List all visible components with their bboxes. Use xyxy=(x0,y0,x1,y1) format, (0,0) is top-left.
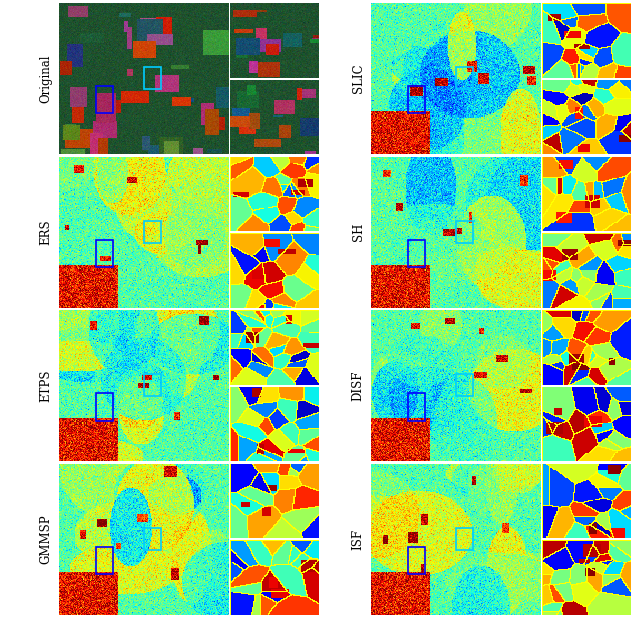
Text: GMMSP: GMMSP xyxy=(40,515,52,564)
Text: Original: Original xyxy=(40,54,52,103)
Bar xyxy=(456,375,473,396)
Bar xyxy=(144,528,161,550)
Bar xyxy=(144,67,161,89)
Text: ERS: ERS xyxy=(40,219,52,245)
Text: SH: SH xyxy=(351,223,365,242)
Text: DISF: DISF xyxy=(351,371,365,401)
Bar xyxy=(456,528,473,550)
Bar xyxy=(96,86,113,113)
Bar xyxy=(96,240,113,267)
Bar xyxy=(456,67,473,89)
Bar xyxy=(456,221,473,243)
Bar xyxy=(96,393,113,420)
Text: ETPS: ETPS xyxy=(40,370,52,402)
Text: ISF: ISF xyxy=(351,529,365,550)
Bar xyxy=(144,221,161,243)
Bar xyxy=(408,547,425,574)
Bar xyxy=(144,375,161,396)
Bar xyxy=(408,86,425,113)
Bar xyxy=(96,547,113,574)
Text: SLIC: SLIC xyxy=(351,64,365,93)
Bar xyxy=(408,393,425,420)
Bar xyxy=(408,240,425,267)
